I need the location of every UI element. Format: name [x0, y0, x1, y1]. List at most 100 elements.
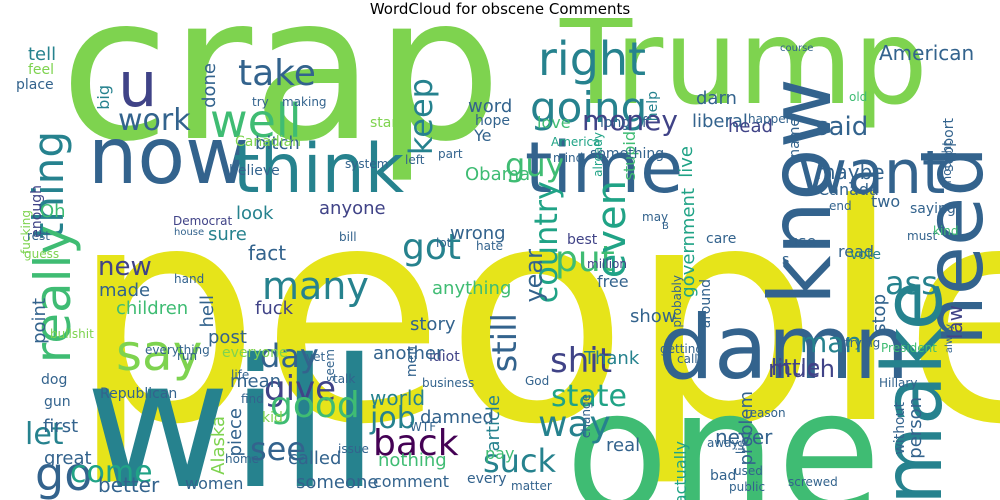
word-big: big	[94, 85, 113, 110]
word-guess: guess	[24, 247, 60, 261]
word-system: system	[345, 157, 389, 171]
word-first: first	[43, 416, 79, 437]
word-time: time	[525, 127, 684, 209]
word-start: start	[370, 115, 403, 131]
word-state: state	[551, 379, 627, 414]
word-nothing: nothing	[378, 450, 447, 471]
word-gun: gun	[44, 394, 71, 410]
word-obama: Obama	[465, 164, 531, 185]
word-try: try	[252, 95, 269, 109]
word-done: done	[199, 63, 220, 108]
word-republican: Republican	[100, 386, 178, 402]
word-new: new	[98, 252, 152, 282]
chart-title: WordCloud for obscene Comments	[369, 0, 631, 18]
word-say: say	[116, 324, 203, 382]
word-away: away	[707, 436, 739, 450]
word-said: said	[815, 112, 869, 142]
word-guy: guy	[505, 146, 565, 184]
word-well: well	[210, 94, 302, 148]
word-course: course	[780, 43, 814, 54]
word-anyone: anyone	[319, 198, 386, 219]
word-use: use	[788, 232, 817, 251]
word-shit: shit	[550, 341, 613, 381]
word-people: people	[70, 141, 1000, 490]
word-b: B	[662, 221, 669, 232]
word-back: back	[373, 423, 459, 464]
word-children: children	[116, 298, 189, 319]
word-much: much	[768, 355, 835, 383]
word-money: money	[582, 104, 678, 137]
word-american: American	[879, 41, 975, 65]
word-story: story	[410, 314, 456, 335]
word-democrat: Democrat	[173, 214, 233, 228]
word-show: show	[630, 306, 677, 327]
word-head: head	[728, 116, 773, 137]
word-maybe: maybe	[816, 160, 885, 184]
word-hell: hell	[197, 295, 218, 328]
word-bullshit: bullshit	[50, 327, 94, 341]
word-screwed: screwed	[788, 475, 838, 489]
word-cloud: people crap Trump will one now think time know wa…	[0, 18, 1000, 500]
word-look: look	[236, 203, 274, 224]
word-wrong: wrong	[450, 223, 506, 244]
word-liberal: liberal	[692, 111, 748, 132]
word-world: world	[370, 386, 426, 410]
word-damned: damned	[420, 407, 494, 428]
word-kid: kid	[262, 410, 283, 426]
word-day: day	[260, 337, 319, 375]
word-give: give	[264, 369, 337, 409]
word-alaska: Alaska	[208, 416, 229, 475]
word-trump: Trump	[560, 18, 928, 131]
word-believe: believe	[229, 163, 280, 179]
word-another: another	[373, 343, 444, 364]
word-damn: damn	[658, 296, 910, 399]
word-never: never	[715, 425, 773, 449]
word-job: job	[370, 401, 416, 436]
word-going: going	[530, 83, 648, 132]
word-america: America	[551, 135, 601, 149]
word-want: want	[798, 138, 946, 208]
word-sure: sure	[208, 224, 247, 245]
word-dog: dog	[41, 372, 68, 388]
word-best: best	[567, 232, 598, 248]
word-point: point	[29, 298, 50, 344]
word-fuck: fuck	[255, 298, 294, 319]
word-still: still	[485, 313, 525, 373]
word-actually: actually	[671, 441, 690, 500]
word-saying: saying	[910, 201, 956, 217]
word-around: around	[698, 279, 714, 329]
word-mind: mind	[553, 151, 584, 165]
word-darn: darn	[696, 88, 737, 109]
word-may: may	[642, 210, 669, 224]
word-bad: bad	[710, 468, 737, 484]
word-many: many	[262, 264, 369, 308]
word-part: part	[438, 147, 463, 161]
word-run: run	[177, 349, 198, 363]
word-love: love	[537, 113, 571, 132]
word-someone: someone	[296, 472, 379, 493]
word-f: f	[642, 115, 647, 131]
word-lie: lie	[734, 440, 748, 455]
word-bill: bill	[339, 230, 357, 244]
word-mean: mean	[230, 371, 282, 392]
word-live: live	[676, 146, 697, 178]
word-anything: anything	[432, 278, 512, 299]
word-god: God	[525, 374, 550, 388]
word-canada: Canada	[818, 180, 879, 199]
word-hand: hand	[174, 272, 205, 286]
word-person: person	[905, 397, 926, 459]
word-piece: piece	[225, 408, 246, 457]
word-find: find	[241, 392, 264, 406]
word-matter: matter	[511, 479, 552, 493]
word-ye: Ye	[474, 126, 492, 145]
word-suck: suck	[483, 442, 557, 480]
word-canadian: Canadian	[235, 134, 302, 150]
word-care: care	[706, 231, 737, 247]
word-thought: thought	[940, 141, 954, 189]
word-talk: talk	[333, 372, 356, 386]
word-u: u	[118, 48, 158, 121]
word-happen: happen	[748, 112, 794, 126]
word-better: better	[98, 473, 160, 497]
word-used: used	[734, 464, 763, 478]
word-little: little	[771, 356, 821, 381]
